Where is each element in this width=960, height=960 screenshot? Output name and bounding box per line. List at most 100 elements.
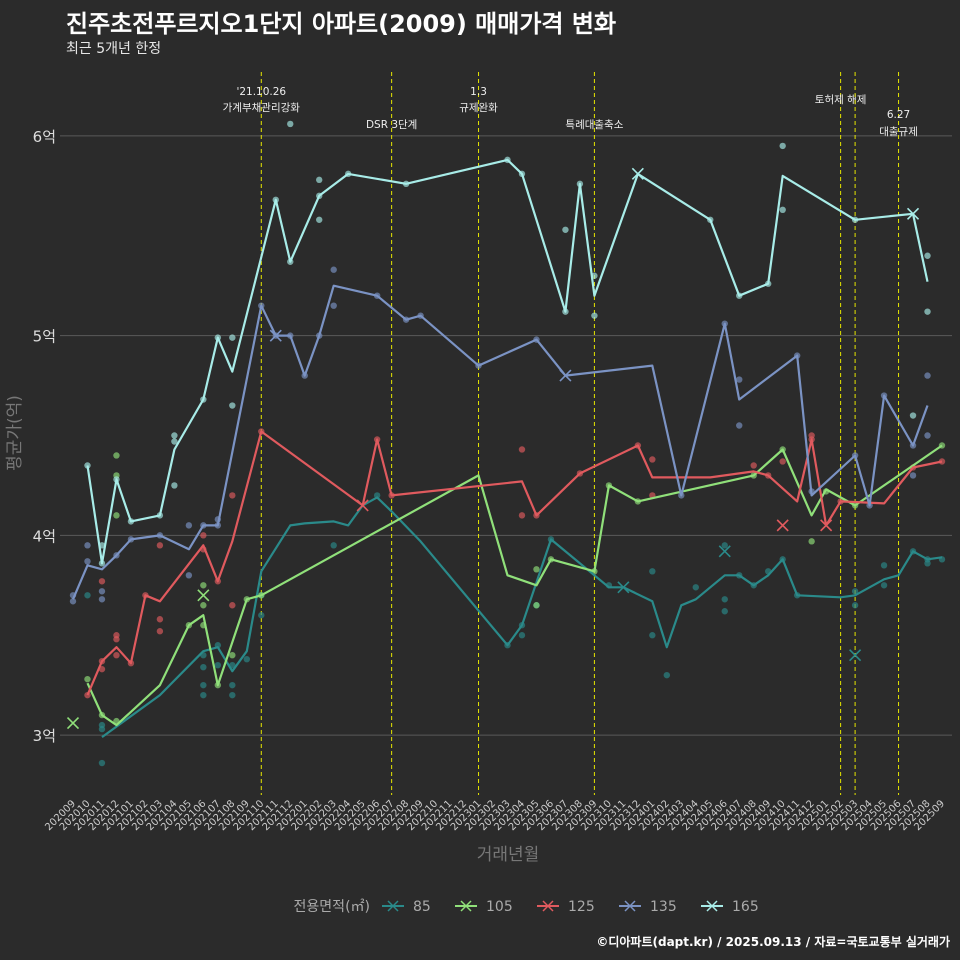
data-point — [229, 334, 236, 341]
chart-title: 진주초전푸르지오1단지 아파트(2009) 매매가격 변화 — [66, 10, 617, 38]
data-point — [258, 612, 265, 619]
data-point — [98, 596, 106, 603]
data-point — [649, 456, 656, 463]
data-point — [880, 582, 888, 589]
data-point — [924, 308, 931, 315]
data-point — [229, 651, 236, 659]
legend-item-label: 125 — [568, 899, 595, 915]
data-point — [880, 562, 888, 569]
legend-title: 전용면적(㎡) — [294, 899, 370, 915]
data-point — [113, 636, 120, 643]
cross-marker — [631, 167, 644, 180]
series-lines — [71, 158, 943, 738]
data-point — [84, 462, 91, 469]
data-point — [200, 602, 207, 609]
data-point — [851, 588, 859, 595]
data-point — [243, 655, 250, 663]
legend-key-cross — [706, 900, 718, 912]
data-point — [69, 598, 77, 605]
data-point — [229, 402, 236, 409]
y-tick-label: 4억 — [33, 527, 56, 545]
data-point — [113, 651, 120, 659]
legend-key-cross — [460, 900, 472, 912]
data-point — [214, 661, 222, 669]
data-point — [171, 438, 178, 445]
series-line-165 — [86, 158, 929, 565]
data-point — [518, 446, 526, 453]
data-point — [909, 472, 917, 479]
data-point — [649, 632, 656, 639]
data-point — [156, 616, 164, 623]
data-point — [518, 512, 526, 519]
data-point — [330, 266, 337, 273]
data-point — [229, 691, 236, 699]
data-point — [924, 372, 931, 379]
cross-marker — [66, 717, 80, 730]
legend-item-label: 85 — [413, 899, 431, 915]
data-point — [736, 422, 743, 429]
event-date: 1.3 — [470, 86, 487, 98]
legend-key-cross — [624, 900, 636, 912]
chart-subtitle: 최근 5개년 한정 — [66, 41, 162, 57]
event-label: 규제완화 — [459, 101, 498, 114]
data-point — [316, 216, 323, 223]
legend-item-label: 105 — [486, 899, 513, 915]
cross-marker — [269, 329, 282, 342]
series-line-85 — [101, 496, 943, 738]
data-point — [98, 759, 106, 767]
data-point — [779, 458, 786, 465]
data-point — [808, 538, 815, 545]
grid-lines — [60, 135, 952, 736]
data-point — [909, 412, 917, 419]
y-tick-label: 6억 — [33, 128, 56, 146]
data-point — [924, 252, 931, 259]
data-point — [200, 663, 207, 671]
cross-marker — [718, 545, 731, 558]
event-date: '21.10.26 — [236, 86, 286, 98]
event-label: DSR 3단계 — [366, 119, 417, 131]
data-point — [287, 120, 294, 128]
cross-marker — [559, 369, 572, 382]
cross-marker — [906, 207, 920, 220]
data-point — [316, 176, 323, 184]
data-point — [533, 566, 540, 573]
data-point — [113, 452, 120, 459]
legend-item-label: 165 — [732, 899, 759, 915]
data-point — [156, 542, 164, 549]
series-line-125 — [86, 430, 943, 696]
data-point — [156, 628, 164, 635]
data-point — [938, 458, 946, 465]
data-point — [330, 542, 337, 549]
data-point — [924, 432, 931, 439]
cross-marker — [820, 519, 833, 532]
data-point — [113, 512, 120, 519]
y-axis: 3억 4억 5억 6억 — [33, 128, 56, 745]
data-point — [518, 632, 526, 639]
event-label: 토허제 해제 — [815, 93, 867, 106]
data-point — [562, 226, 569, 233]
y-tick-label: 3억 — [33, 727, 56, 745]
x-axis: 2020092020102020112020122021012021022021… — [43, 798, 947, 833]
data-point — [200, 582, 207, 589]
data-point — [851, 602, 859, 609]
data-point — [229, 681, 236, 689]
legend-key-cross — [542, 900, 554, 912]
cross-marker — [776, 519, 789, 532]
legend: 전용면적(㎡) 85 105 125 135 165 — [294, 899, 759, 915]
data-point — [200, 532, 207, 539]
data-point — [185, 572, 193, 579]
series-line-105 — [86, 444, 943, 727]
data-point — [171, 432, 178, 439]
event-label: 가계부채관리강화 — [223, 102, 301, 114]
y-tick-label: 5억 — [33, 328, 56, 346]
data-point — [330, 302, 337, 309]
data-point — [229, 492, 236, 499]
cross-marker — [197, 589, 210, 602]
y-axis-title: 평균가(억) — [5, 395, 25, 471]
data-point — [200, 691, 207, 699]
data-point — [98, 725, 106, 733]
data-point — [779, 142, 786, 150]
cross-marker — [356, 499, 369, 512]
